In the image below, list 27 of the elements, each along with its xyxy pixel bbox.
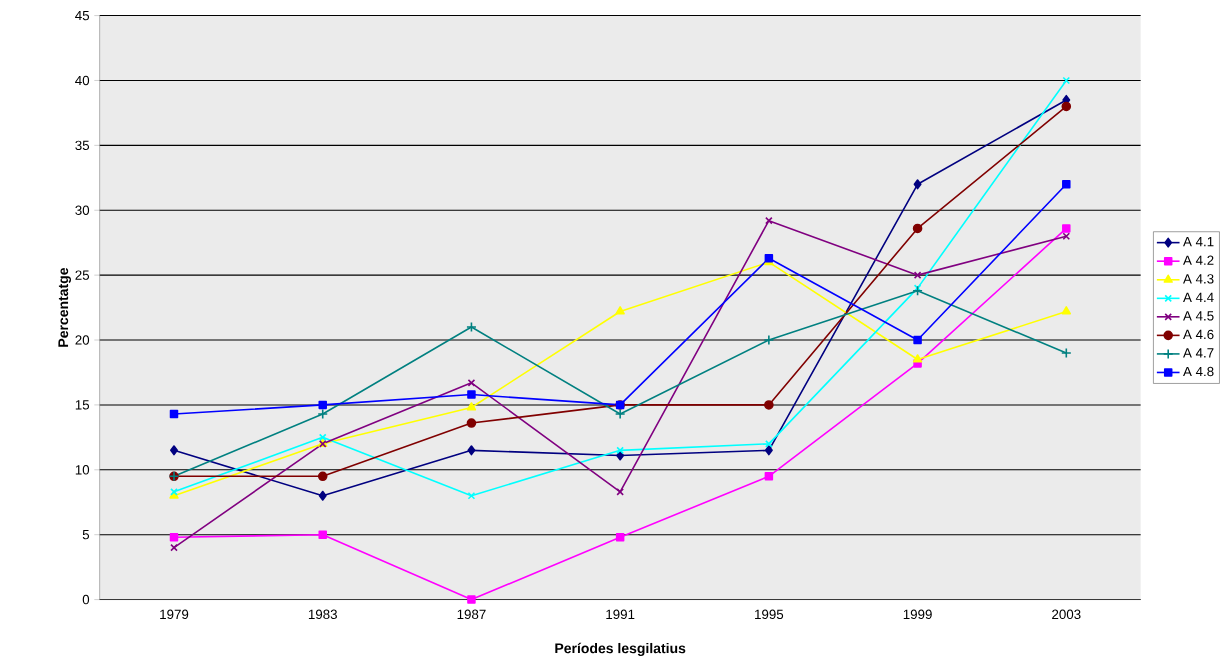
x-tick-label: 1995: [755, 609, 784, 620]
legend-label: A 4.5: [1183, 311, 1214, 321]
legend-label: A 4.8: [1183, 366, 1214, 377]
y-tick-label: 15: [75, 400, 90, 410]
legend-label: A 4.7: [1183, 348, 1214, 358]
legend-label: A 4.2: [1183, 255, 1214, 265]
y-tick-label: 30: [75, 205, 90, 215]
x-tick-label: 2003: [1052, 609, 1081, 620]
legend-label: A 4.3: [1183, 274, 1214, 284]
y-tick-label: 35: [75, 140, 90, 151]
y-tick-label: 0: [82, 594, 90, 605]
y-tick-label: 5: [82, 530, 90, 540]
x-tick-label: 1983: [308, 609, 337, 620]
x-tick-label: 1979: [160, 609, 189, 620]
x-tick-label: 1991: [606, 609, 635, 620]
x-axis-title: Períodes lesgilatius: [555, 642, 686, 657]
x-tick-label: 1999: [903, 609, 932, 620]
y-tick-label: 25: [75, 270, 90, 280]
y-tick-label: 40: [75, 75, 90, 86]
y-tick-label: 45: [75, 10, 90, 21]
y-tick-label: 10: [75, 465, 90, 475]
legend-label: A 4.1: [1183, 237, 1214, 247]
legend-label: A 4.4: [1183, 292, 1214, 302]
y-tick-label: 20: [75, 335, 90, 345]
x-tick-label: 1987: [457, 609, 486, 620]
y-axis-title: Percentatge: [58, 267, 71, 347]
legend-label: A 4.6: [1183, 329, 1214, 340]
